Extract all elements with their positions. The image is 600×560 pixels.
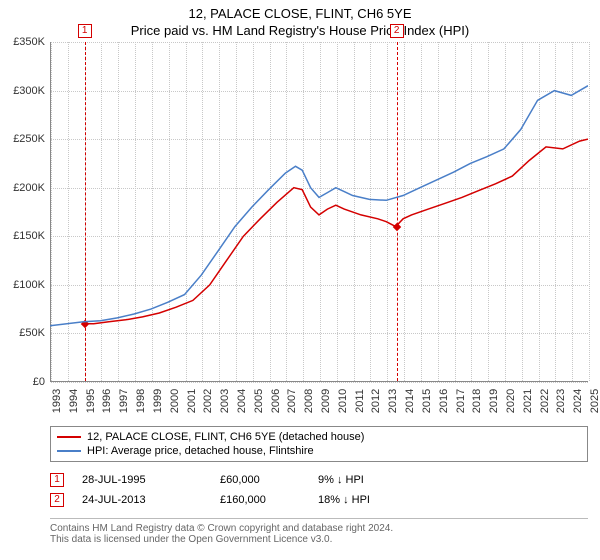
x-axis-label: 2010 — [337, 389, 349, 413]
x-axis-label: 1998 — [135, 389, 147, 413]
footer-line2: This data is licensed under the Open Gov… — [50, 534, 588, 545]
x-axis-label: 2009 — [320, 389, 332, 413]
x-axis-label: 2021 — [522, 389, 534, 413]
x-axis-label: 2015 — [421, 389, 433, 413]
x-axis-label: 2002 — [202, 389, 214, 413]
y-axis-label: £50K — [19, 327, 45, 339]
chart-lines — [50, 42, 588, 382]
x-axis-label: 1997 — [118, 389, 130, 413]
x-axis-label: 2007 — [286, 389, 298, 413]
series-line-price_paid — [84, 139, 588, 324]
grid-h — [51, 382, 588, 383]
transaction-diff: 18% ↓ HPI — [318, 494, 370, 506]
transactions-table: 1 28-JUL-1995 £60,000 9% ↓ HPI 2 24-JUL-2013 £… — [50, 470, 588, 510]
marker-box: 1 — [78, 24, 92, 38]
series-line-hpi — [50, 86, 588, 326]
chart-plot-area: £0£50K£100K£150K£200K£250K£300K£350K1993… — [50, 42, 588, 382]
x-axis-label: 2001 — [186, 389, 198, 413]
transaction-date: 24-JUL-2013 — [82, 494, 202, 506]
grid-v — [589, 42, 590, 381]
y-axis-label: £200K — [13, 182, 45, 194]
y-axis-label: £350K — [13, 36, 45, 48]
x-axis-label: 1999 — [152, 389, 164, 413]
title-main: 12, PALACE CLOSE, FLINT, CH6 5YE — [0, 0, 600, 21]
y-axis-label: £0 — [33, 376, 45, 388]
x-axis-label: 1994 — [68, 389, 80, 413]
legend-label: HPI: Average price, detached house, Flin… — [87, 445, 314, 457]
x-axis-label: 2012 — [370, 389, 382, 413]
legend: 12, PALACE CLOSE, FLINT, CH6 5YE (detach… — [50, 426, 588, 462]
x-axis-label: 1996 — [101, 389, 113, 413]
x-axis-label: 1993 — [51, 389, 63, 413]
transaction-marker: 2 — [50, 493, 64, 507]
footer-attribution: Contains HM Land Registry data © Crown c… — [50, 518, 588, 545]
x-axis-label: 2024 — [572, 389, 584, 413]
legend-swatch — [57, 436, 81, 438]
legend-swatch — [57, 450, 81, 452]
x-axis-label: 1995 — [85, 389, 97, 413]
x-axis-label: 2013 — [387, 389, 399, 413]
x-axis-label: 2003 — [219, 389, 231, 413]
x-axis-label: 2011 — [354, 389, 366, 413]
x-axis-label: 2014 — [404, 389, 416, 413]
legend-row: 12, PALACE CLOSE, FLINT, CH6 5YE (detach… — [57, 430, 581, 444]
transaction-price: £60,000 — [220, 474, 300, 486]
x-axis-label: 2020 — [505, 389, 517, 413]
x-axis-label: 2018 — [471, 389, 483, 413]
x-axis-label: 2016 — [438, 389, 450, 413]
chart-container: 12, PALACE CLOSE, FLINT, CH6 5YE Price p… — [0, 0, 600, 560]
x-axis-label: 2008 — [303, 389, 315, 413]
transaction-row: 1 28-JUL-1995 £60,000 9% ↓ HPI — [50, 470, 588, 490]
legend-label: 12, PALACE CLOSE, FLINT, CH6 5YE (detach… — [87, 431, 364, 443]
footer-line1: Contains HM Land Registry data © Crown c… — [50, 523, 588, 534]
x-axis-label: 2019 — [488, 389, 500, 413]
x-axis-label: 2005 — [253, 389, 265, 413]
y-axis-label: £250K — [13, 133, 45, 145]
legend-row: HPI: Average price, detached house, Flin… — [57, 444, 581, 458]
marker-box: 2 — [390, 24, 404, 38]
x-axis-label: 2023 — [555, 389, 567, 413]
transaction-diff: 9% ↓ HPI — [318, 474, 364, 486]
x-axis-label: 2017 — [455, 389, 467, 413]
y-axis-label: £100K — [13, 279, 45, 291]
transaction-marker: 1 — [50, 473, 64, 487]
transaction-row: 2 24-JUL-2013 £160,000 18% ↓ HPI — [50, 490, 588, 510]
x-axis-label: 2022 — [539, 389, 551, 413]
transaction-price: £160,000 — [220, 494, 300, 506]
y-axis-label: £150K — [13, 230, 45, 242]
x-axis-label: 2004 — [236, 389, 248, 413]
x-axis-label: 2006 — [270, 389, 282, 413]
x-axis-label: 2025 — [589, 389, 600, 413]
y-axis-label: £300K — [13, 85, 45, 97]
transaction-date: 28-JUL-1995 — [82, 474, 202, 486]
x-axis-label: 2000 — [169, 389, 181, 413]
